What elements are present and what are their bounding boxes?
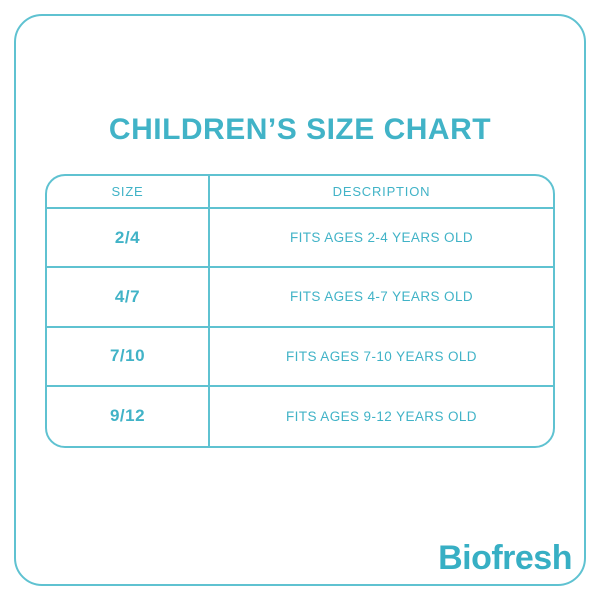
size-cell: 7/10 (47, 327, 210, 387)
page-title: CHILDREN’S SIZE CHART (108, 113, 492, 146)
description-cell: FITS AGES 4-7 YEARS OLD (210, 268, 553, 328)
description-cell: FITS AGES 9-12 YEARS OLD (286, 408, 477, 424)
size-cell: 4/7 (47, 268, 210, 328)
column-header-size: SIZE (47, 176, 210, 209)
size-chart-table: SIZE DESCRIPTION 2/4 FITS AGES 2-4 YEARS… (45, 174, 555, 448)
description-cell: FITS AGES 7-10 YEARS OLD (210, 328, 553, 387)
column-header-description: DESCRIPTION (210, 176, 553, 209)
size-cell: 9/12 (47, 386, 210, 446)
size-cell: 2/4 (47, 209, 210, 269)
page-border (14, 14, 586, 586)
biofresh-logo: Biofresh (438, 539, 572, 577)
description-cell: FITS AGES 2-4 YEARS OLD (210, 209, 553, 269)
